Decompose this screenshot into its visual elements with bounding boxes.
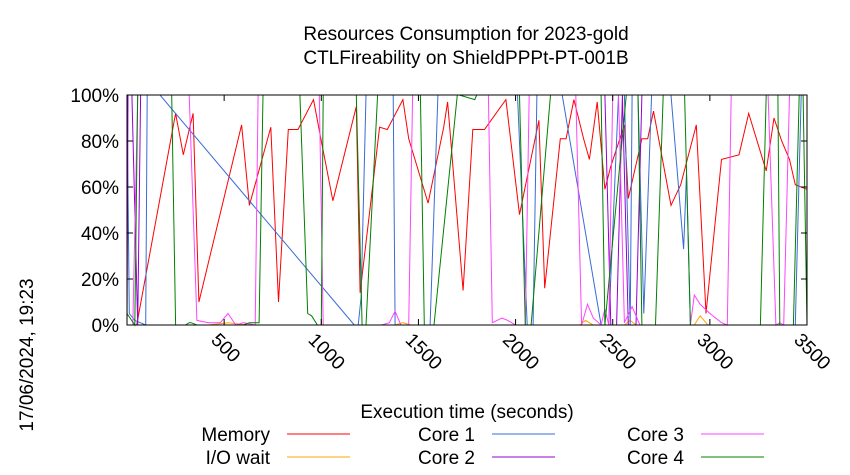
x-tick-label: 2500 bbox=[595, 330, 640, 375]
x-tick-label: 1500 bbox=[401, 330, 446, 375]
y-tick-label: 40% bbox=[81, 224, 119, 245]
y-tick-label: 0% bbox=[92, 316, 120, 337]
x-tick-label: 2000 bbox=[498, 330, 543, 375]
chart-title-line-2: CTLFireability on ShieldPPPt-PT-001B bbox=[303, 48, 628, 69]
legend-label: Core 3 bbox=[627, 425, 684, 446]
series-line-i-o-wait bbox=[127, 314, 807, 326]
legend-label: Core 4 bbox=[627, 448, 684, 469]
y-tick-label: 100% bbox=[70, 86, 119, 107]
x-tick-label: 1000 bbox=[304, 330, 349, 375]
y-axis: 0% 20% 40% 60% 80% 100% bbox=[70, 86, 807, 337]
x-tick-label: 500 bbox=[207, 330, 244, 367]
timestamp-label: 17/06/2024, 19:23 bbox=[17, 278, 38, 431]
y-tick-label: 20% bbox=[81, 270, 119, 291]
plot-series bbox=[126, 94, 808, 327]
legend-label: Core 2 bbox=[418, 448, 475, 469]
series-line-core-3 bbox=[127, 94, 807, 326]
chart-title-line-1: Resources Consumption for 2023-gold bbox=[303, 24, 628, 45]
plot-frame bbox=[126, 94, 808, 326]
series-line-memory bbox=[127, 98, 808, 326]
legend-label: Core 1 bbox=[418, 425, 475, 446]
x-tick-label: 3500 bbox=[789, 330, 834, 375]
x-axis-label: Execution time (seconds) bbox=[360, 402, 573, 423]
y-tick-label: 80% bbox=[81, 132, 119, 153]
legend-label: Memory bbox=[201, 425, 270, 446]
x-tick-label: 3000 bbox=[692, 330, 737, 375]
y-tick-label: 60% bbox=[81, 178, 119, 199]
legend-label: I/O wait bbox=[206, 448, 271, 469]
